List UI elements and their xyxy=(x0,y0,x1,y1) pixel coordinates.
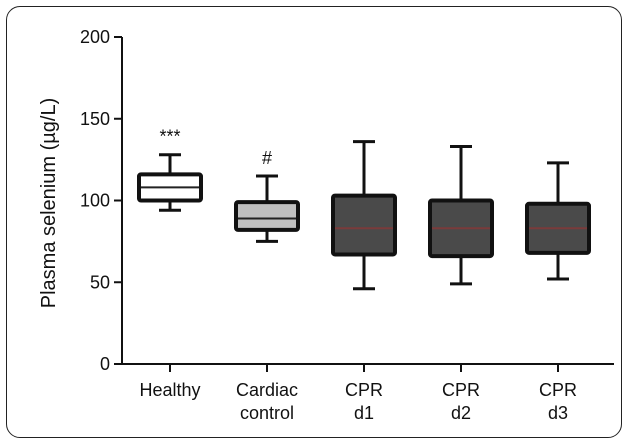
x-tick-label-3: CPR xyxy=(442,380,480,400)
x-tick-label-4: CPR xyxy=(539,380,577,400)
x-tick-label-0: Healthy xyxy=(139,380,200,400)
y-tick-label-200: 200 xyxy=(80,27,110,47)
y-tick-label-100: 100 xyxy=(80,191,110,211)
y-tick-label-50: 50 xyxy=(90,272,110,292)
annotation-0: *** xyxy=(159,127,180,147)
x-tick-label-1: Cardiac xyxy=(236,380,298,400)
y-tick-label-150: 150 xyxy=(80,109,110,129)
annotation-1: # xyxy=(262,148,272,168)
box-rect-1 xyxy=(234,200,300,232)
x-tick-label-3-line2: d2 xyxy=(451,403,471,423)
box-0: *** xyxy=(137,127,203,212)
boxplot-chart: 0 50 100 150 200 Healthy Cardiac control CPR d1 C… xyxy=(38,27,614,423)
y-axis: 0 50 100 150 200 xyxy=(80,27,123,374)
y-axis-title: Plasma selenium (µg/L) xyxy=(38,98,60,309)
box-rect-2 xyxy=(331,193,397,257)
x-tick-label-4-line2: d3 xyxy=(548,403,568,423)
x-tick-label-2-line2: d1 xyxy=(354,403,374,423)
box-2 xyxy=(331,140,397,291)
box-3 xyxy=(428,145,494,286)
boxes: *** # xyxy=(137,127,591,291)
figure-frame xyxy=(6,6,622,438)
y-tick-label-0: 0 xyxy=(100,354,110,374)
box-4 xyxy=(525,161,591,281)
x-axis: Healthy Cardiac control CPR d1 CPR d2 CPR d3 xyxy=(122,363,614,423)
x-tick-label-2: CPR xyxy=(345,380,383,400)
x-tick-label-1-line2: control xyxy=(240,403,294,423)
box-1: # xyxy=(234,148,300,243)
